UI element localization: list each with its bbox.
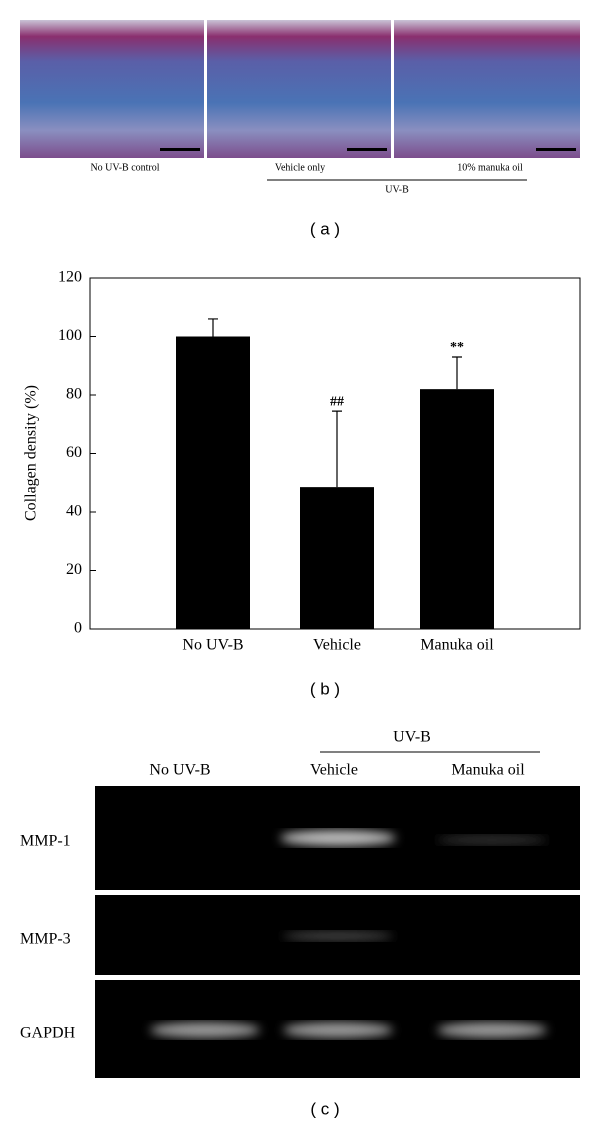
group-label: UV-B <box>393 729 431 746</box>
y-tick-label: 40 <box>66 503 82 520</box>
panel-label: ( a ) <box>310 219 340 238</box>
row-label: GAPDH <box>20 1025 76 1042</box>
y-tick-label: 0 <box>74 620 82 637</box>
y-tick-label: 60 <box>66 444 82 461</box>
row-label: MMP-1 <box>20 833 71 850</box>
group-label: UV-B <box>385 184 409 195</box>
y-tick-label: 100 <box>58 327 82 344</box>
row-label: MMP-3 <box>20 931 71 948</box>
panel-label: ( c ) <box>310 1099 339 1118</box>
error-bar <box>452 356 462 390</box>
x-tick-label: No UV-B <box>182 637 243 654</box>
annotation: ** <box>450 340 464 355</box>
error-bar <box>332 410 342 488</box>
bar <box>420 389 494 629</box>
y-axis-label: Collagen density (%) <box>23 385 40 521</box>
image-label: No UV-B control <box>90 162 159 173</box>
image-label: Vehicle only <box>275 162 325 173</box>
error-bar <box>208 318 218 337</box>
y-tick-label: 120 <box>58 269 82 286</box>
x-tick-label: Manuka oil <box>420 637 494 654</box>
column-label: No UV-B <box>149 762 210 779</box>
column-label: Vehicle <box>310 762 358 779</box>
bar <box>176 336 250 629</box>
bar <box>300 487 374 629</box>
y-tick-label: 80 <box>66 386 82 403</box>
histology-images <box>20 20 580 181</box>
gel-images <box>95 786 580 1078</box>
y-tick-label: 20 <box>66 561 82 578</box>
annotation: ## <box>330 394 344 409</box>
panel-label: ( b ) <box>310 679 340 698</box>
bar-chart: 0 20 40 60 80 100 120 No UV-B Vehicle ## Manuka oi… <box>58 269 581 654</box>
column-label: Manuka oil <box>451 762 525 779</box>
image-label: 10% manuka oil <box>457 162 523 173</box>
x-tick-label: Vehicle <box>313 637 361 654</box>
